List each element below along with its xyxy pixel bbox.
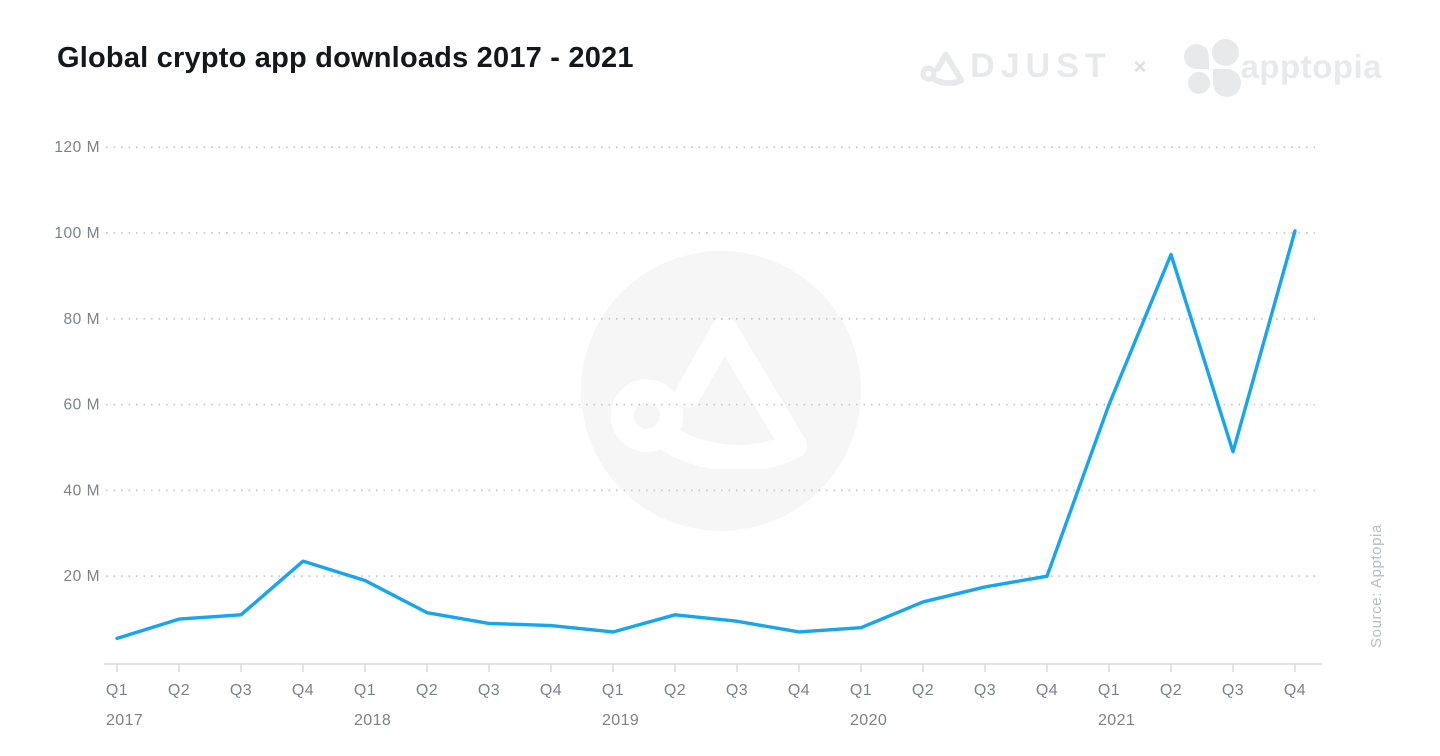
year-label-2021: 2021	[1098, 712, 1135, 729]
y-tick-label-120m: 120 M	[54, 139, 100, 156]
brand-lockup: DJUST × apptopia	[920, 38, 1382, 97]
x-tick-label-q1: Q1	[106, 682, 128, 699]
y-tick-label-40m: 40 M	[64, 482, 100, 499]
apptopia-wordmark: apptopia	[1240, 48, 1382, 85]
watermark-adjust-a-icon	[610, 316, 807, 469]
clover-petal-bottom-right	[1212, 69, 1241, 97]
x-tick-label-q10: Q2	[664, 682, 686, 699]
x-tick-label-q19: Q3	[1222, 682, 1244, 699]
brand-separator-x: ×	[1133, 54, 1147, 79]
x-tick-label-q13: Q1	[850, 682, 872, 699]
x-tick-label-q20: Q4	[1284, 682, 1306, 699]
y-tick-label-20m: 20 M	[64, 568, 100, 585]
year-label-2020: 2020	[850, 712, 887, 729]
y-tick-label-80m: 80 M	[64, 311, 100, 328]
apptopia-clover-icon	[1173, 38, 1241, 97]
x-tick-label-q17: Q1	[1098, 682, 1120, 699]
x-tick-label-q6: Q2	[416, 682, 438, 699]
adjust-watermark	[581, 251, 861, 531]
y-tick-label-100m: 100 M	[54, 225, 100, 242]
x-tick-label-q2: Q2	[168, 682, 190, 699]
x-tick-label-q11: Q3	[726, 682, 748, 699]
clover-petal-bottom-left	[1187, 72, 1210, 94]
clover-petal-top-left	[1183, 44, 1209, 69]
y-tick-label-60m: 60 M	[64, 397, 100, 414]
source-note: Source: Apptopia	[1368, 524, 1385, 648]
year-label-2018: 2018	[354, 712, 391, 729]
clover-petal-top-right	[1211, 39, 1239, 66]
adjust-logo: DJUST	[920, 46, 1112, 86]
page-title: Global crypto app downloads 2017 - 2021	[57, 42, 634, 74]
x-tick-label-q9: Q1	[602, 682, 624, 699]
adjust-wordmark: DJUST	[970, 46, 1112, 85]
x-tick-label-q7: Q3	[478, 682, 500, 699]
x-tick-label-q3: Q3	[230, 682, 252, 699]
x-tick-label-q12: Q4	[788, 682, 810, 699]
x-tick-label-q18: Q2	[1160, 682, 1182, 699]
x-tick-label-q14: Q2	[912, 682, 934, 699]
downloads-line	[115, 229, 1297, 641]
adjust-a-icon	[920, 51, 965, 86]
x-tick-label-q15: Q3	[974, 682, 996, 699]
x-tick-label-q8: Q4	[540, 682, 562, 699]
x-tick-label-q4: Q4	[292, 682, 314, 699]
year-label-2017: 2017	[106, 712, 143, 729]
x-tick-label-q16: Q4	[1036, 682, 1058, 699]
x-tick-label-q5: Q1	[354, 682, 376, 699]
year-label-2019: 2019	[602, 712, 639, 729]
